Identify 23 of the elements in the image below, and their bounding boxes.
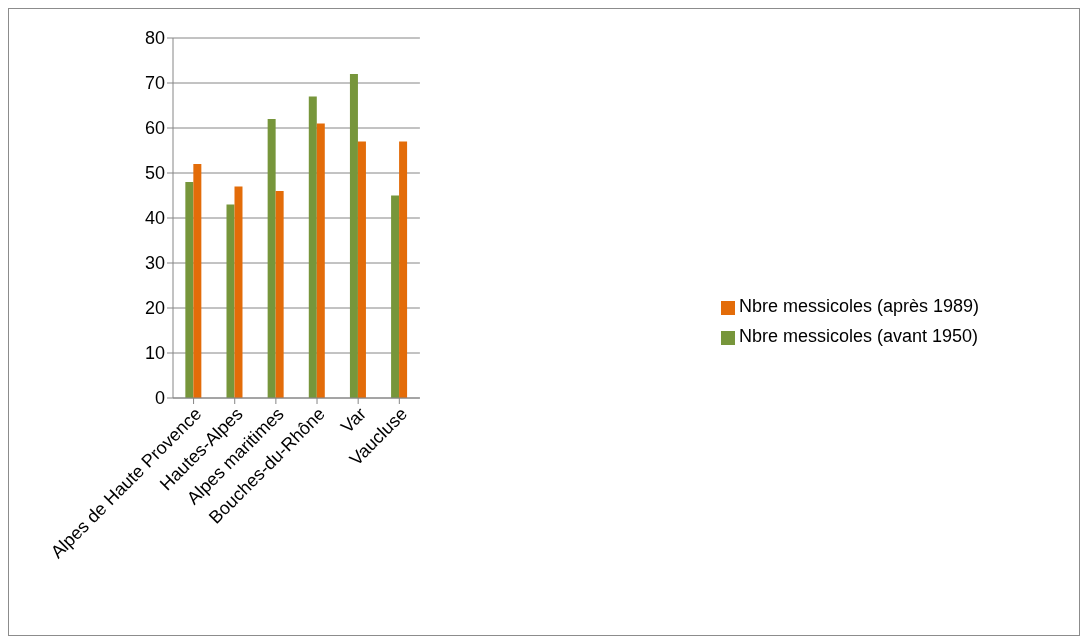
y-tick-label: 60: [144, 118, 165, 139]
bar: [391, 195, 400, 398]
bar: [267, 119, 276, 398]
bar: [399, 141, 408, 398]
y-tick-label: 70: [144, 73, 165, 94]
bar: [234, 186, 243, 398]
bar: [226, 204, 235, 398]
bar: [193, 164, 202, 398]
y-tick-label: 40: [144, 208, 165, 229]
legend-label: Nbre messicoles (après 1989): [739, 296, 980, 316]
bar: [357, 141, 366, 398]
bar: [316, 123, 325, 398]
legend-label: Nbre messicoles (avant 1950): [739, 326, 979, 346]
bar: [308, 96, 317, 398]
y-tick-label: 80: [144, 28, 165, 49]
y-tick-label: 20: [144, 298, 165, 319]
y-tick-label: 50: [144, 163, 165, 184]
bar: [349, 74, 358, 398]
y-tick-label: 0: [154, 388, 165, 409]
y-tick-label: 30: [144, 253, 165, 274]
y-tick-label: 10: [144, 343, 165, 364]
bar: [185, 182, 194, 398]
bar: [275, 191, 284, 398]
